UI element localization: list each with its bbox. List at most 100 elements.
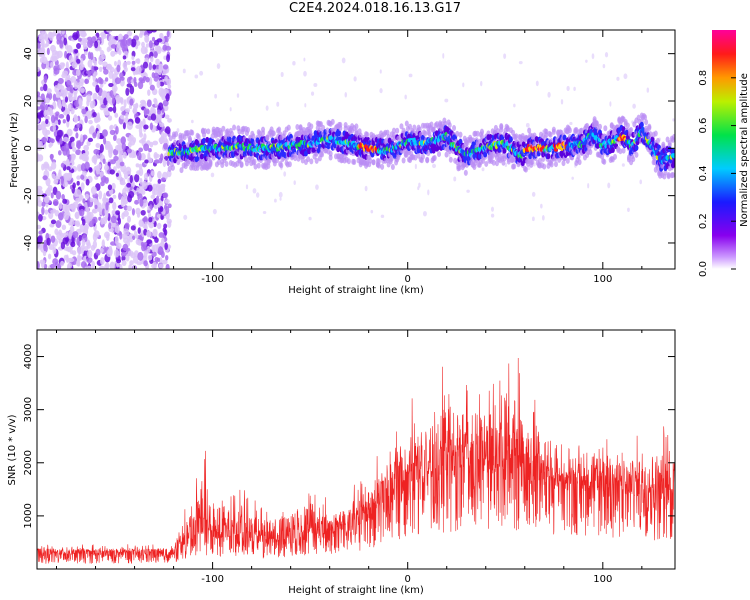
heatmap-cell <box>90 186 97 195</box>
heatmap-cell <box>37 140 41 148</box>
heatmap-cell <box>159 183 165 191</box>
snr-axes: -100 0 100 1000 2000 3000 4000 <box>23 330 675 585</box>
heatmap-cell <box>115 94 121 102</box>
heatmap-cell <box>152 140 159 146</box>
heatmap-cell <box>364 185 368 192</box>
x-tick-label: 0 <box>405 274 411 285</box>
heatmap-cell <box>39 259 46 265</box>
heatmap-cell <box>75 132 79 139</box>
heatmap-cell <box>304 103 307 108</box>
heatmap-cell <box>42 127 48 136</box>
heatmap-cell <box>503 53 507 59</box>
heatmap-cell <box>135 124 141 129</box>
heatmap-cell <box>37 235 43 244</box>
heatmap-cell <box>63 37 68 46</box>
heatmap-cell <box>148 147 152 153</box>
heatmap-cell <box>66 79 72 87</box>
heatmap-cell <box>479 128 484 135</box>
heatmap-cell <box>634 144 639 151</box>
heatmap-cell <box>379 88 383 94</box>
heatmap-cell <box>613 153 618 160</box>
heatmap-cell <box>252 188 257 194</box>
heatmap-cell <box>310 91 315 96</box>
heatmap-cell <box>208 159 213 166</box>
x-tick-label: 100 <box>593 574 612 585</box>
heatmap-cell <box>594 123 599 130</box>
heatmap-cell <box>70 241 76 248</box>
heatmap-cell <box>432 163 437 169</box>
heatmap-cell <box>365 131 370 138</box>
heatmap-cell <box>158 232 165 238</box>
heatmap-cell <box>43 195 50 204</box>
heatmap-cell <box>144 34 150 43</box>
heatmap-cell <box>159 205 164 213</box>
heatmap-cell <box>279 197 282 201</box>
heatmap-cell <box>490 152 495 159</box>
heatmap-cell <box>120 136 126 145</box>
heatmap-cell <box>591 53 595 60</box>
heatmap-cell <box>37 112 43 118</box>
heatmap-cell <box>82 170 88 176</box>
heatmap-cell <box>140 241 145 247</box>
heatmap-cell <box>113 60 117 67</box>
heatmap-cell <box>92 154 97 162</box>
heatmap-cell <box>115 144 121 151</box>
heatmap-cell <box>162 64 169 70</box>
heatmap-cell <box>216 63 221 70</box>
heatmap-cell <box>50 235 56 243</box>
heatmap-cell <box>54 120 59 125</box>
heatmap-cell <box>92 240 98 249</box>
heatmap-cell <box>70 107 75 115</box>
heatmap-cell <box>58 150 62 156</box>
heatmap-cell <box>153 97 157 104</box>
heatmap-cell <box>427 189 430 196</box>
heatmap-cell <box>278 191 283 198</box>
heatmap-cell <box>548 131 553 138</box>
heatmap-cell <box>95 248 101 256</box>
heatmap-cell <box>95 84 100 94</box>
heatmap-cell <box>61 193 65 200</box>
heatmap-cell <box>106 234 110 241</box>
heatmap-cell <box>103 192 107 202</box>
heatmap-cell <box>80 182 85 191</box>
heatmap-cell <box>72 147 77 152</box>
heatmap-cell <box>75 68 81 77</box>
heatmap-cell <box>530 158 535 165</box>
heatmap-cell <box>75 197 81 203</box>
heatmap-cell <box>122 122 126 130</box>
heatmap-cell <box>315 184 319 190</box>
heatmap-cell <box>133 231 138 238</box>
heatmap-cell <box>514 133 519 140</box>
heatmap-cell <box>162 192 169 199</box>
heatmap-cell <box>616 76 620 81</box>
heatmap-cell <box>551 126 556 133</box>
heatmap-cell <box>68 104 72 111</box>
heatmap-cell <box>110 44 117 49</box>
heatmap-cell <box>108 222 112 230</box>
heatmap-cell <box>107 115 113 121</box>
heatmap-cell <box>309 123 314 130</box>
heatmap-cell <box>79 133 84 143</box>
heatmap-cell <box>113 148 119 156</box>
heatmap-cell <box>623 73 628 80</box>
heatmap-cell <box>122 151 127 159</box>
heatmap-cell <box>390 163 395 170</box>
heatmap-cell <box>217 159 222 166</box>
heatmap-cell <box>121 255 126 262</box>
heatmap-cell <box>60 260 65 267</box>
heatmap-cell <box>133 76 137 84</box>
heatmap-cell <box>149 84 155 91</box>
heatmap-cell <box>149 141 154 148</box>
heatmap-cell <box>55 220 62 228</box>
heatmap-cell <box>163 136 168 144</box>
heatmap-cell <box>109 124 114 130</box>
heatmap-cell <box>154 237 159 243</box>
heatmap-cell <box>145 43 150 48</box>
heatmap-cell <box>652 155 657 162</box>
heatmap-cell <box>46 187 52 197</box>
snr-xlabel: Height of straight line (km) <box>288 585 424 596</box>
heatmap-cell <box>120 251 127 257</box>
heatmap-cell <box>45 177 51 187</box>
heatmap-cell <box>164 126 171 135</box>
heatmap-cell <box>587 183 590 189</box>
